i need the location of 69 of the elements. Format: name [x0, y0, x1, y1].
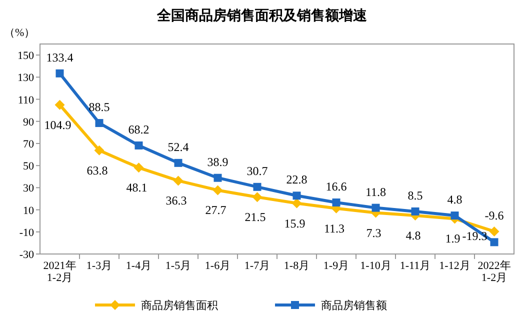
legend-label: 商品房销售额 — [321, 299, 387, 312]
point — [54, 100, 65, 110]
y-tick-label: 150 — [18, 50, 34, 62]
y-tick-label: 30 — [23, 182, 34, 195]
data-label: 38.9 — [207, 154, 228, 169]
point — [252, 192, 262, 202]
point — [411, 207, 420, 216]
y-axis-title: （%） — [4, 27, 36, 39]
y-tick-label: 90 — [23, 116, 34, 128]
y-tick-label: 70 — [23, 138, 34, 150]
y-tick-label: 110 — [18, 94, 34, 106]
data-label: 16.6 — [326, 179, 347, 194]
data-label: 22.8 — [286, 172, 308, 187]
x-tick-label: 1-12月 — [438, 260, 472, 272]
x-tick-label: 1-11月 — [398, 260, 432, 272]
point — [56, 69, 64, 78]
x-tick-label: 2021年1-2月 — [42, 260, 78, 284]
data-label: -9.6 — [484, 208, 504, 222]
data-label: 4.8 — [406, 228, 421, 243]
y-tick-label: -10 — [19, 226, 34, 239]
point — [292, 198, 302, 208]
data-label: 88.5 — [88, 100, 110, 114]
data-label: 48.1 — [126, 180, 148, 195]
point — [253, 182, 262, 191]
y-tick-label: 10 — [23, 204, 34, 217]
data-label: 4.8 — [447, 192, 462, 207]
point — [212, 185, 223, 196]
data-label: 7.3 — [366, 226, 382, 240]
legend-label: 商品房销售面积 — [141, 299, 218, 312]
point — [134, 162, 144, 173]
data-label: 11.3 — [324, 221, 345, 236]
chart-title: 全国商品房销售面积及销售额增速 — [156, 7, 368, 24]
point — [134, 141, 143, 150]
data-label: 30.7 — [246, 164, 268, 178]
data-label: 1.9 — [445, 232, 460, 246]
y-tick-label: 50 — [23, 160, 34, 173]
point — [174, 158, 182, 167]
point — [490, 238, 498, 246]
point — [450, 212, 459, 220]
point — [372, 204, 380, 212]
point — [489, 226, 500, 236]
point — [292, 192, 301, 200]
data-label: 52.4 — [168, 140, 189, 154]
data-label: 104.9 — [44, 118, 72, 132]
x-tick-label: 1-7月 — [243, 260, 272, 272]
data-label: 63.8 — [86, 163, 108, 178]
data-label: 27.7 — [205, 203, 226, 218]
x-tick-label: 1-10月 — [359, 260, 392, 272]
data-label: 8.5 — [408, 188, 423, 202]
y-tick-label: -30 — [19, 249, 34, 261]
x-tick-label: 1-3月 — [85, 260, 114, 272]
data-label: 21.5 — [244, 210, 266, 224]
point — [94, 145, 104, 156]
data-label: 133.4 — [46, 50, 74, 64]
y-tick-label: 130 — [18, 72, 34, 84]
x-tick-label: 1-6月 — [204, 260, 232, 272]
x-tick-label: 1-5月 — [164, 260, 192, 272]
data-label: 11.8 — [365, 184, 386, 199]
point — [95, 119, 104, 128]
data-label: 15.9 — [284, 216, 306, 230]
data-label: 36.3 — [166, 194, 187, 208]
x-tick-label: 1-4月 — [124, 260, 153, 272]
x-tick-label: 2022年1-2月 — [476, 260, 512, 284]
point — [214, 174, 222, 182]
x-tick-label: 1-9月 — [322, 260, 350, 272]
x-tick-label: 1-8月 — [282, 260, 311, 272]
point — [332, 198, 340, 206]
data-label: 68.2 — [128, 122, 150, 136]
point — [173, 176, 184, 186]
